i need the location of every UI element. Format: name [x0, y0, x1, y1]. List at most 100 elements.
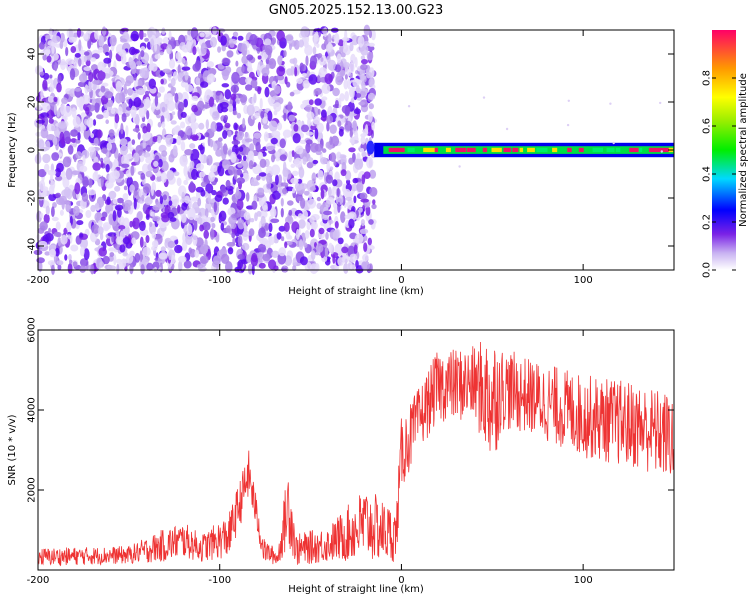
heatmap-noise-cell: [332, 254, 336, 264]
heatmap-noise-cell: [241, 64, 245, 74]
heatmap-noise-cell: [211, 222, 216, 229]
snr-y-ticks: 2000 4000 6000: [27, 317, 674, 503]
heatmap-noise-cell: [131, 139, 136, 146]
heatmap-noise-cell: [178, 260, 183, 272]
heatmap-noise-cell: [88, 71, 94, 83]
heatmap-y-tick-label: -20: [27, 190, 38, 206]
heatmap-transition-blob: [366, 140, 375, 155]
heatmap-noise-cell: [210, 228, 215, 240]
heatmap-noise-cell: [315, 243, 324, 253]
heatmap-noise-cell: [176, 135, 182, 146]
heatmap-noise-cell: [325, 231, 329, 240]
heatmap-noise-cell: [253, 132, 262, 140]
heatmap-noise-cell: [109, 252, 115, 257]
heatmap-noise-cell: [367, 237, 372, 246]
heatmap-noise-cell: [113, 158, 119, 168]
heatmap-noise-cell: [217, 165, 222, 173]
heatmap-noise-cell: [67, 234, 71, 240]
heatmap-noise-cell: [102, 255, 110, 265]
heatmap-noise-cell: [52, 136, 58, 146]
heatmap-noise-cell: [356, 181, 364, 193]
heatmap-noise-cell: [360, 219, 365, 227]
heatmap-noise-cell: [83, 66, 92, 72]
heatmap-noise-cell: [76, 28, 82, 38]
heatmap-noise-cell: [193, 218, 198, 231]
heatmap-noise-cell: [305, 55, 309, 66]
heatmap-noise-cell: [162, 36, 170, 45]
heatmap-noise-cell: [268, 222, 273, 233]
heatmap-noise-cell: [48, 244, 57, 249]
heatmap-noise-cell: [227, 130, 232, 138]
colorbar-tick-label: 0.4: [702, 166, 713, 182]
heatmap-noise-cell: [343, 188, 351, 198]
heatmap-noise-cell: [51, 152, 60, 161]
heatmap-noise-cell: [173, 171, 180, 177]
heatmap-noise-cell: [183, 179, 189, 185]
heatmap-noise-cell: [94, 212, 103, 223]
heatmap-noise-cell: [79, 258, 89, 267]
heatmap-noise-cell: [180, 111, 187, 118]
heatmap-noise-cell: [206, 94, 211, 100]
heatmap-noise-cell: [300, 26, 310, 38]
heatmap-noise-cell: [190, 153, 194, 162]
snr-series-line: [37, 341, 675, 567]
heatmap-noise-cell: [162, 68, 171, 74]
heatmap-noise-cell: [336, 152, 341, 159]
heatmap-noise-cell: [284, 222, 290, 232]
heatmap-noise-cell: [299, 62, 304, 72]
heatmap-noise-cell: [79, 246, 85, 257]
heatmap-noise-cell: [237, 163, 244, 168]
heatmap-noise-cell: [133, 190, 138, 196]
heatmap-noise-cell: [293, 124, 299, 132]
heatmap-noise-cell: [60, 234, 68, 245]
heatmap-noise-cell: [62, 156, 72, 168]
heatmap-noise-cell: [45, 232, 54, 242]
heatmap-noise-cell: [44, 251, 51, 256]
heatmap-noise-cell: [187, 29, 191, 36]
heatmap-noise-cell: [49, 174, 54, 182]
heatmap-noise-cell: [168, 252, 172, 261]
heatmap-noise-cell: [79, 165, 88, 173]
heatmap-noise-cell: [149, 221, 153, 228]
heatmap-noise-cell: [47, 260, 57, 266]
heatmap-noise-cell: [107, 265, 116, 271]
heatmap-noise-cell: [42, 54, 47, 61]
heatmap-noise-cell: [256, 210, 262, 217]
heatmap-noise-cell: [264, 86, 270, 98]
heatmap-noise-cell: [316, 122, 324, 133]
heatmap-noise-cell: [55, 232, 62, 238]
heatmap-noise-cell: [192, 46, 197, 56]
heatmap-noise-cell: [236, 177, 246, 184]
heatmap-noise-cell: [308, 74, 318, 85]
heatmap-noise-cell: [299, 183, 308, 190]
heatmap-noise-cell: [44, 49, 51, 55]
heatmap-noise-cell: [250, 218, 255, 223]
heatmap-noise-cell: [200, 181, 207, 188]
heatmap-noise-cell: [67, 145, 74, 155]
heatmap-noise-cell: [185, 84, 194, 93]
heatmap-noise-cell: [112, 210, 117, 222]
heatmap-band-segment: [482, 147, 488, 153]
heatmap-noise-cell: [355, 85, 360, 94]
heatmap-noise-cell: [268, 58, 277, 70]
heatmap-noise-cell: [277, 122, 283, 131]
heatmap-noise-cell: [132, 217, 140, 230]
heatmap-noise-cell: [48, 227, 52, 234]
heatmap-noise-cell: [90, 57, 97, 62]
heatmap-noise-cell: [65, 201, 72, 213]
heatmap-y-tick-label: 40: [27, 48, 38, 61]
heatmap-noise-cell: [329, 152, 337, 163]
heatmap-noise-cell: [272, 95, 280, 101]
heatmap-noise-cell: [68, 254, 72, 261]
heatmap-noise-cell: [105, 163, 110, 173]
heatmap-noise-cell: [126, 253, 134, 264]
heatmap-noise-cell: [72, 261, 78, 268]
heatmap-noise-cell: [320, 57, 324, 62]
heatmap-noise-cell: [344, 91, 350, 102]
heatmap-noise-cell: [55, 192, 61, 198]
heatmap-noise-cell: [69, 259, 73, 264]
heatmap-noise-cell: [170, 235, 178, 241]
heatmap-noise-cell: [231, 71, 240, 84]
heatmap-faint-dot: [407, 105, 411, 108]
heatmap-band-segment: [396, 147, 405, 153]
